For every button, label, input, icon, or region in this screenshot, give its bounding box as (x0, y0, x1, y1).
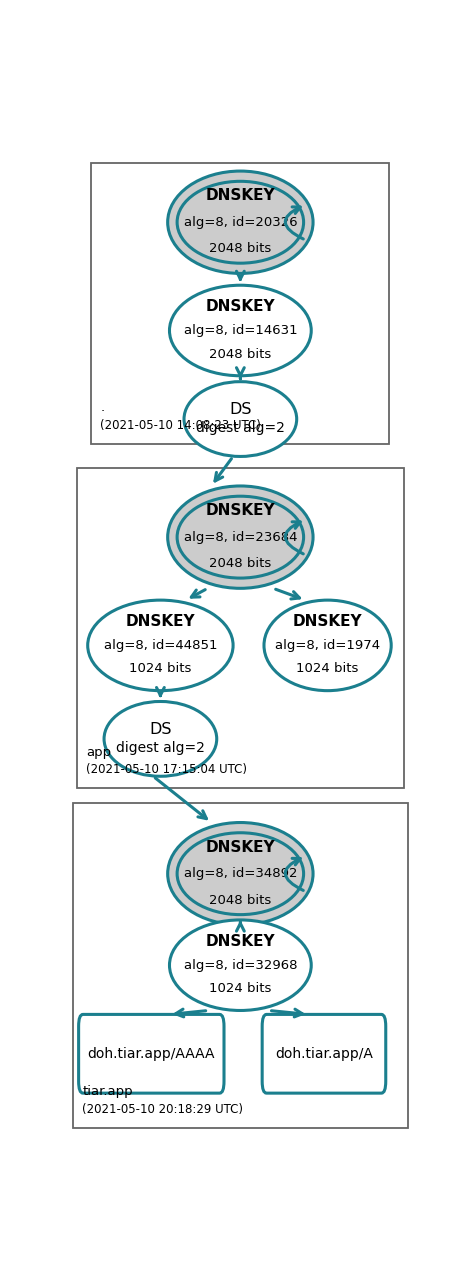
Text: digest alg=2: digest alg=2 (116, 741, 205, 755)
Ellipse shape (264, 601, 391, 690)
FancyBboxPatch shape (262, 1015, 386, 1093)
Ellipse shape (169, 285, 311, 376)
Text: .: . (100, 401, 105, 414)
Text: DNSKEY: DNSKEY (205, 299, 275, 314)
Text: DNSKEY: DNSKEY (205, 934, 275, 950)
Text: DNSKEY: DNSKEY (126, 615, 195, 629)
Text: DNSKEY: DNSKEY (293, 615, 363, 629)
Text: 1024 bits: 1024 bits (129, 662, 191, 676)
Ellipse shape (177, 833, 303, 915)
Text: tiar.app: tiar.app (82, 1085, 133, 1098)
Text: 2048 bits: 2048 bits (209, 243, 272, 256)
Text: 1024 bits: 1024 bits (209, 983, 272, 996)
FancyBboxPatch shape (77, 468, 404, 789)
FancyBboxPatch shape (79, 1015, 224, 1093)
Text: doh.tiar.app/A: doh.tiar.app/A (275, 1047, 373, 1061)
Text: doh.tiar.app/AAAA: doh.tiar.app/AAAA (88, 1047, 215, 1061)
Text: digest alg=2: digest alg=2 (196, 422, 285, 436)
Text: alg=8, id=20326: alg=8, id=20326 (183, 216, 297, 229)
Text: alg=8, id=1974: alg=8, id=1974 (275, 639, 380, 652)
Ellipse shape (168, 823, 313, 925)
Text: 1024 bits: 1024 bits (296, 662, 359, 676)
Text: DNSKEY: DNSKEY (205, 504, 275, 518)
Text: DS: DS (149, 722, 172, 737)
Text: DNSKEY: DNSKEY (205, 840, 275, 855)
Text: alg=8, id=32968: alg=8, id=32968 (183, 958, 297, 971)
Ellipse shape (184, 382, 297, 456)
Text: DS: DS (229, 403, 251, 417)
Ellipse shape (177, 496, 303, 578)
Text: (2021-05-10 20:18:29 UTC): (2021-05-10 20:18:29 UTC) (82, 1103, 243, 1116)
Text: (2021-05-10 14:08:23 UTC): (2021-05-10 14:08:23 UTC) (100, 419, 261, 432)
Text: app: app (86, 745, 111, 759)
Text: 2048 bits: 2048 bits (209, 348, 272, 360)
Text: 2048 bits: 2048 bits (209, 557, 272, 570)
Text: alg=8, id=14631: alg=8, id=14631 (183, 325, 297, 337)
FancyBboxPatch shape (91, 164, 389, 443)
Ellipse shape (88, 601, 233, 690)
Text: DNSKEY: DNSKEY (205, 188, 275, 203)
FancyBboxPatch shape (73, 803, 408, 1127)
Text: alg=8, id=34892: alg=8, id=34892 (183, 868, 297, 881)
Ellipse shape (177, 181, 303, 263)
Text: alg=8, id=23684: alg=8, id=23684 (183, 530, 297, 543)
Ellipse shape (168, 171, 313, 273)
Ellipse shape (168, 486, 313, 588)
Ellipse shape (104, 702, 217, 776)
Text: (2021-05-10 17:15:04 UTC): (2021-05-10 17:15:04 UTC) (86, 763, 247, 776)
Text: 2048 bits: 2048 bits (209, 893, 272, 907)
Text: alg=8, id=44851: alg=8, id=44851 (104, 639, 217, 652)
Ellipse shape (169, 920, 311, 1011)
